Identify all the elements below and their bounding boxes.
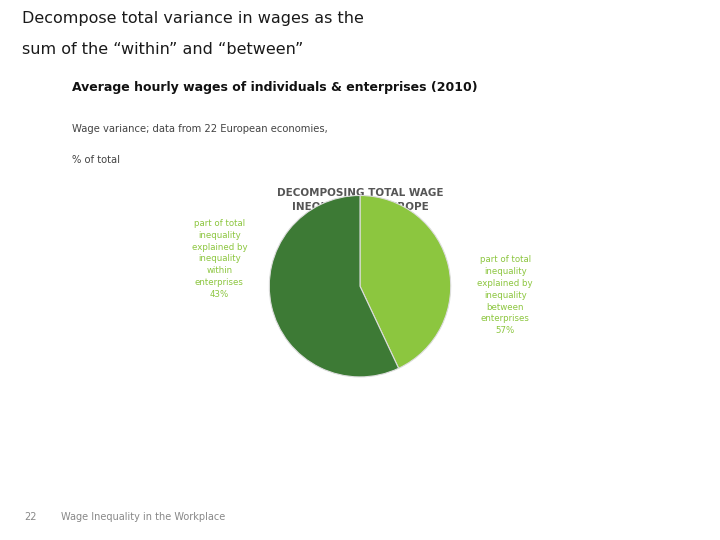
Text: part of total
inequality
explained by
inequality
between
enterprises
57%: part of total inequality explained by in…	[477, 255, 533, 335]
Text: Wage Inequality in the Workplace: Wage Inequality in the Workplace	[61, 512, 225, 522]
Text: Within-enterprise inequality is as nearly important as
between- establishments i: Within-enterprise inequality is as nearl…	[202, 424, 518, 456]
Text: Wage variance; data from 22 European economies,: Wage variance; data from 22 European eco…	[72, 124, 328, 134]
Text: Average hourly wages of individuals & enterprises (2010): Average hourly wages of individuals & en…	[72, 81, 477, 94]
Text: sum of the “within” and “between”: sum of the “within” and “between”	[22, 42, 303, 57]
Text: Decompose total variance in wages as the: Decompose total variance in wages as the	[22, 11, 364, 26]
Text: DECOMPOSING TOTAL WAGE
INEQUALITY IN EUROPE: DECOMPOSING TOTAL WAGE INEQUALITY IN EUR…	[276, 188, 444, 212]
Wedge shape	[269, 195, 399, 377]
Text: % of total: % of total	[72, 154, 120, 165]
Text: 22: 22	[24, 512, 36, 522]
Wedge shape	[360, 195, 451, 368]
Text: part of total
inequality
explained by
inequality
within
enterprises
43%: part of total inequality explained by in…	[192, 219, 247, 299]
